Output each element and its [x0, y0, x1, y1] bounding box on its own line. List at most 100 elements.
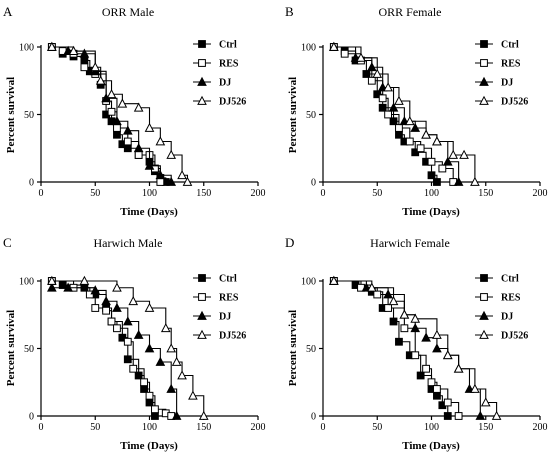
legend-marker	[197, 95, 207, 105]
data-point	[443, 412, 452, 420]
data-point	[155, 136, 166, 146]
series-dj526	[47, 41, 193, 186]
data-point	[432, 136, 442, 146]
data-point	[421, 332, 431, 342]
legend-label: Ctrl	[501, 40, 519, 51]
legend-marker	[198, 293, 206, 301]
legend-label: Ctrl	[219, 274, 237, 285]
panel-title: ORR Female	[379, 5, 442, 19]
series-res	[329, 277, 463, 420]
y-tick-label: 100	[19, 43, 34, 54]
data-point	[171, 356, 182, 366]
legend-entry: DJ526	[193, 95, 246, 108]
data-point	[145, 391, 154, 400]
data-point	[395, 124, 403, 132]
legend-label: RES	[219, 293, 239, 304]
data-point	[155, 356, 166, 366]
legend-entry: RES	[475, 59, 521, 70]
data-point	[160, 322, 171, 333]
data-point	[80, 63, 89, 72]
data-point	[454, 412, 463, 420]
data-point	[117, 98, 128, 108]
x-axis-label: Time (Days)	[120, 440, 178, 452]
data-point	[129, 364, 138, 373]
data-point	[389, 117, 398, 126]
y-axis-label: Percent survival	[5, 77, 17, 153]
data-point	[405, 137, 414, 146]
x-tick-label: 100	[142, 188, 157, 199]
y-tick-label: 0	[29, 178, 34, 189]
legend-marker	[480, 40, 488, 48]
data-point	[144, 343, 155, 353]
data-point	[410, 322, 421, 333]
x-tick-label: 0	[39, 188, 44, 199]
legend-label: Ctrl	[219, 40, 237, 51]
data-point	[47, 282, 57, 292]
data-point	[356, 52, 366, 62]
data-point	[166, 343, 177, 353]
panel-letter: D	[285, 235, 294, 250]
series-dj	[329, 41, 464, 186]
legend-entry: RES	[475, 293, 521, 304]
data-point	[151, 412, 159, 420]
x-tick-label: 150	[478, 422, 493, 433]
data-point	[166, 383, 177, 393]
legend-marker	[479, 310, 489, 320]
data-point	[367, 76, 376, 85]
legend-marker	[198, 59, 206, 67]
data-point	[438, 164, 447, 173]
data-point	[410, 313, 421, 323]
x-tick-label: 200	[251, 422, 266, 433]
data-point	[395, 337, 403, 346]
data-point	[182, 176, 193, 186]
data-point	[90, 61, 101, 72]
data-point	[433, 178, 441, 186]
series-res	[329, 43, 458, 186]
legend-label: DJ526	[219, 331, 246, 342]
data-point	[480, 397, 491, 407]
data-point	[95, 75, 106, 85]
series-ctrl	[329, 43, 441, 186]
data-point	[388, 102, 399, 112]
data-point	[118, 333, 127, 342]
data-point	[107, 317, 116, 326]
data-point	[340, 49, 349, 58]
data-point	[68, 45, 79, 55]
data-point	[453, 363, 464, 373]
legend-entry: DJ526	[475, 329, 528, 342]
data-point	[166, 176, 177, 186]
x-tick-label: 150	[196, 422, 211, 433]
x-tick-label: 0	[321, 422, 326, 433]
data-point	[123, 144, 132, 153]
data-point	[145, 398, 154, 407]
data-point	[151, 405, 159, 414]
data-point	[123, 137, 132, 146]
data-point	[383, 82, 393, 92]
data-point	[123, 355, 132, 364]
data-point	[58, 281, 67, 289]
data-point	[101, 295, 111, 306]
data-point	[63, 282, 73, 292]
panel-a: A ORR Male Time (Days) Percent survival …	[3, 4, 266, 218]
data-point	[133, 102, 144, 112]
data-point	[140, 378, 148, 387]
data-point	[399, 309, 410, 319]
legend-marker	[198, 40, 206, 48]
legend-label: DJ	[219, 78, 231, 89]
data-point	[453, 176, 464, 186]
data-point	[113, 324, 121, 333]
x-tick-label: 50	[372, 422, 382, 433]
data-point	[433, 391, 441, 400]
x-axis-label: Time (Days)	[402, 440, 460, 452]
data-point	[395, 130, 403, 139]
data-point	[144, 122, 155, 132]
y-tick-label: 50	[24, 110, 34, 121]
data-point	[198, 410, 209, 420]
data-point	[134, 151, 143, 159]
data-point	[383, 289, 393, 299]
data-point	[427, 378, 436, 387]
data-point	[144, 302, 155, 312]
data-point	[404, 115, 415, 126]
data-point	[373, 90, 382, 99]
y-tick-label: 0	[311, 178, 316, 189]
